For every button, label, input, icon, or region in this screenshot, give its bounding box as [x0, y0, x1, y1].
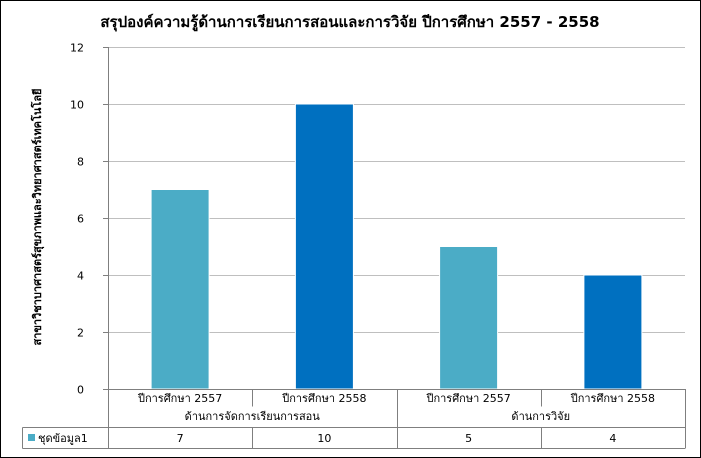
x-category-label: ปีการศึกษา 2557: [137, 392, 222, 405]
chart-title: สรุปองค์ความรู้ด้านการเรียนการสอนและการว…: [100, 13, 599, 32]
bar: [583, 274, 643, 390]
data-table: ปีการศึกษา 2557 ปีการศึกษา 2558 ปีการศึกษา…: [22, 389, 686, 449]
y-tick-label: 10: [70, 99, 84, 112]
table-row-label: ชุดข้อมูล1: [38, 432, 88, 445]
x-category-label: ปีการศึกษา 2557: [425, 392, 510, 405]
data-label: 10: [317, 432, 331, 445]
data-label: 5: [465, 432, 472, 445]
y-axis-ticks: 0 2 4 6 8 10 12: [70, 42, 109, 397]
x-group-label: ด้านการจัดการเรียนการสอน: [185, 410, 321, 423]
bar: [150, 189, 210, 390]
x-category-label: ปีการศึกษา 2558: [281, 392, 366, 405]
y-tick-label: 8: [77, 156, 84, 169]
y-tick-label: 4: [77, 270, 84, 283]
data-label: 4: [609, 432, 616, 445]
y-tick-label: 2: [77, 327, 84, 340]
x-category-label: ปีการศึกษา 2558: [570, 392, 655, 405]
bar: [294, 103, 354, 390]
legend-key: [28, 434, 35, 441]
bars: [150, 103, 643, 390]
bar: [439, 246, 499, 390]
y-tick-label: 0: [77, 384, 84, 397]
x-group-label: ด้านการวิจัย: [511, 410, 570, 423]
y-tick-label: 6: [77, 213, 84, 226]
data-label: 7: [177, 432, 184, 445]
y-axis-label: สาขาวิชาบาศาสตร์สุขภาพและวิทยาศาสตร์เทคโ…: [30, 88, 45, 345]
y-tick-label: 12: [70, 42, 84, 55]
